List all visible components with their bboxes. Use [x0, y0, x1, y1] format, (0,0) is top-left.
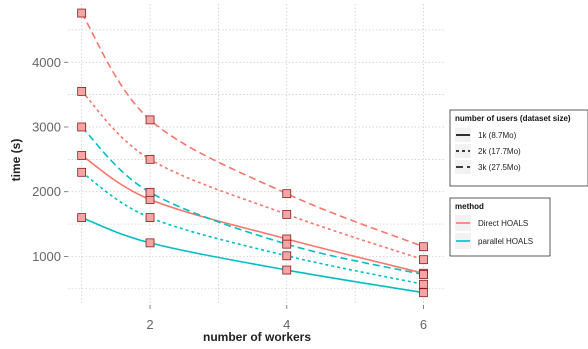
x-axis-title: number of workers [203, 330, 311, 344]
y-tick-label: 3000 [32, 119, 61, 134]
data-point [282, 239, 292, 249]
data-point [145, 238, 155, 248]
data-point [282, 251, 292, 261]
data-point [77, 213, 87, 223]
data-points [77, 8, 428, 298]
x-tick-label: 6 [420, 317, 427, 332]
series-lines [80, 12, 424, 294]
y-tick-label: 4000 [32, 55, 61, 70]
legend: number of users (dataset size) 1k (8.7Mo)… [449, 109, 588, 257]
data-point [419, 288, 428, 298]
data-point [419, 255, 428, 265]
legend-label: Direct HOALS [478, 219, 528, 228]
legend-label: 1k (8.7Mo) [478, 131, 517, 140]
data-point [145, 154, 155, 164]
data-point [419, 270, 428, 279]
data-point [282, 265, 292, 275]
series-line [81, 171, 424, 286]
data-point [77, 167, 87, 177]
grid [68, 4, 444, 305]
legend-box-users [449, 109, 588, 187]
legend-title-users: number of users (dataset size) [455, 114, 571, 123]
series-line [81, 216, 424, 294]
data-point [77, 122, 87, 132]
legend-label: parallel HOALS [478, 237, 533, 246]
data-point [419, 279, 428, 289]
legend-title-method: method [455, 202, 484, 211]
data-point [419, 242, 428, 252]
legend-label: 2k (17.7Mo) [478, 147, 521, 156]
data-point [145, 115, 155, 125]
x-tick-label: 2 [146, 317, 153, 332]
data-point [77, 151, 87, 160]
data-point [77, 86, 87, 96]
data-point [145, 187, 155, 197]
series-line [81, 90, 424, 261]
y-axis-title: time (s) [9, 139, 23, 182]
legend-label: 3k (27.5Mo) [478, 163, 521, 172]
data-point [282, 209, 292, 219]
y-tick-label: 2000 [32, 184, 61, 199]
data-point [77, 8, 87, 18]
series-line [80, 12, 424, 248]
axis-ticks: 2 4 6 1000 2000 3000 4000 [32, 55, 427, 332]
data-point [145, 213, 155, 223]
data-point [282, 189, 292, 199]
series-line [81, 126, 424, 276]
y-tick-label: 1000 [32, 249, 61, 264]
x-tick-label: 4 [283, 317, 290, 332]
series-line [81, 154, 424, 275]
